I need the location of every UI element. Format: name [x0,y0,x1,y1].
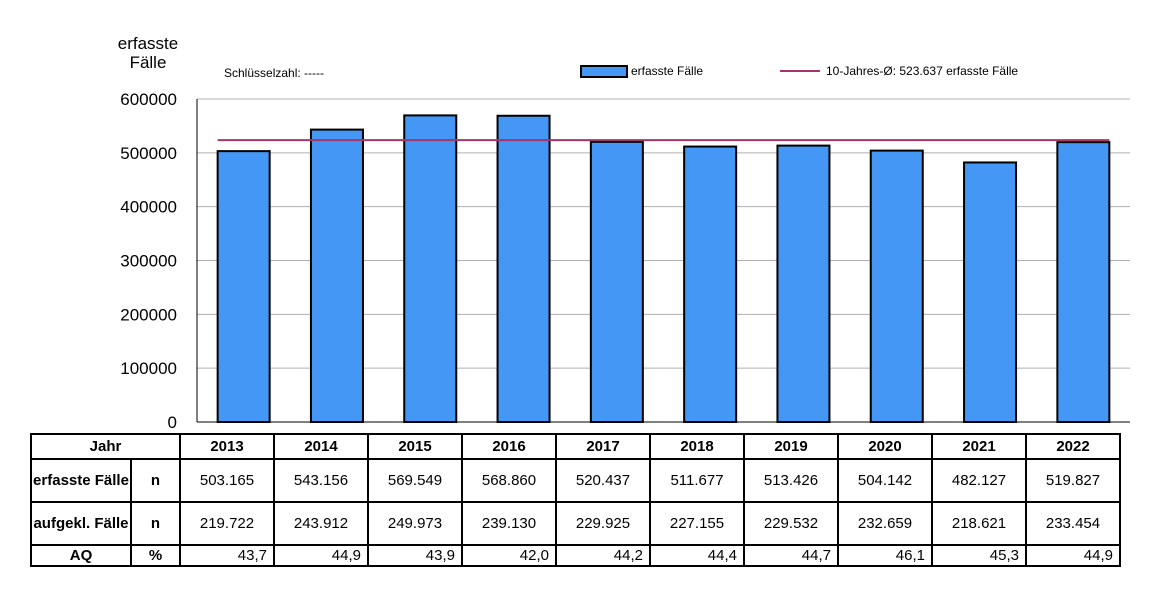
bar [1056,141,1111,424]
year-cell: 2021 [931,433,1027,460]
table-cell: 243.912 [273,501,369,546]
table-row-recorded-cases: erfasste Fälle n 503.165 543.156 569.549… [30,458,1121,503]
table-cell: 520.437 [555,458,651,503]
bar [216,150,271,423]
table-cell: 44,9 [273,544,369,567]
legend-item-average: 10-Jahres-Ø: 523.637 erfasste Fälle [780,64,1018,78]
y-tick-label: 200000 [120,305,177,324]
table-cell: 44,4 [649,544,745,567]
table-header-row: Jahr 2013 2014 2015 2016 2017 2018 2019 … [30,433,1121,460]
table-cell: 43,9 [367,544,463,567]
table-cell: 45,3 [931,544,1027,567]
table-cell: 543.156 [273,458,369,503]
row-unit: n [130,458,181,503]
table-cell: 227.155 [649,501,745,546]
row-label: AQ [30,544,132,567]
y-tick-label: 400000 [120,198,177,217]
year-cell: 2014 [273,433,369,460]
y-tick-label: 500000 [120,144,177,163]
table-cell: 229.532 [743,501,839,546]
legend-line-swatch [780,70,820,72]
year-cell: 2016 [461,433,557,460]
table-cell: 482.127 [931,458,1027,503]
table-cell: 511.677 [649,458,745,503]
data-table: Jahr 2013 2014 2015 2016 2017 2018 2019 … [30,433,1121,567]
y-tick-label: 100000 [120,359,177,378]
table-cell: 519.827 [1025,458,1121,503]
y-tick-label: 600000 [120,90,177,109]
table-cell: 569.549 [367,458,463,503]
legend-bar-label: erfasste Fälle [631,64,704,78]
table-row-solved-cases: aufgekl. Fälle n 219.722 243.912 249.973… [30,501,1121,546]
table-cell: 232.659 [837,501,933,546]
table-row-clearance-rate: AQ % 43,7 44,9 43,9 42,0 44,2 44,4 44,7 … [30,544,1121,567]
y-tick-label: 0 [168,413,177,432]
legend-bar-swatch [580,64,628,78]
legend-item-bars: erfasste Fälle [580,64,703,78]
row-label: erfasste Fälle [30,458,132,503]
year-cell: 2013 [179,433,275,460]
year-cell: 2017 [555,433,651,460]
bar-chart: 0 100000 200000 300000 400000 500000 600000 [120,90,1130,432]
table-cell: 44,9 [1025,544,1121,567]
row-label: aufgekl. Fälle [30,501,132,546]
table-cell: 513.426 [743,458,839,503]
table-cell: 504.142 [837,458,933,503]
bar [869,149,924,424]
year-cell: 2020 [837,433,933,460]
bar [963,161,1018,424]
year-header-cell: Jahr [30,433,181,460]
bar [496,114,551,423]
row-unit: n [130,501,181,546]
bar [589,140,644,423]
bar [683,145,738,423]
table-cell: 44,7 [743,544,839,567]
table-cell: 249.973 [367,501,463,546]
year-cell: 2015 [367,433,463,460]
bar [403,114,458,423]
year-cell: 2018 [649,433,745,460]
table-cell: 229.925 [555,501,651,546]
row-unit: % [130,544,181,567]
table-cell: 42,0 [461,544,557,567]
key-figure-label: Schlüsselzahl: ----- [224,66,325,80]
year-cell: 2022 [1025,433,1121,460]
table-cell: 44,2 [555,544,651,567]
year-cell: 2019 [743,433,839,460]
table-cell: 568.860 [461,458,557,503]
table-cell: 43,7 [179,544,275,567]
legend-average-label: 10-Jahres-Ø: 523.637 erfasste Fälle [826,64,1019,78]
bar [776,144,831,423]
table-cell: 218.621 [931,501,1027,546]
table-cell: 233.454 [1025,501,1121,546]
table-cell: 46,1 [837,544,933,567]
table-cell: 239.130 [461,501,557,546]
bar [309,128,364,423]
y-axis-label: erfasste Fälle [117,34,179,72]
table-cell: 503.165 [179,458,275,503]
y-tick-label: 300000 [120,252,177,271]
table-cell: 219.722 [179,501,275,546]
